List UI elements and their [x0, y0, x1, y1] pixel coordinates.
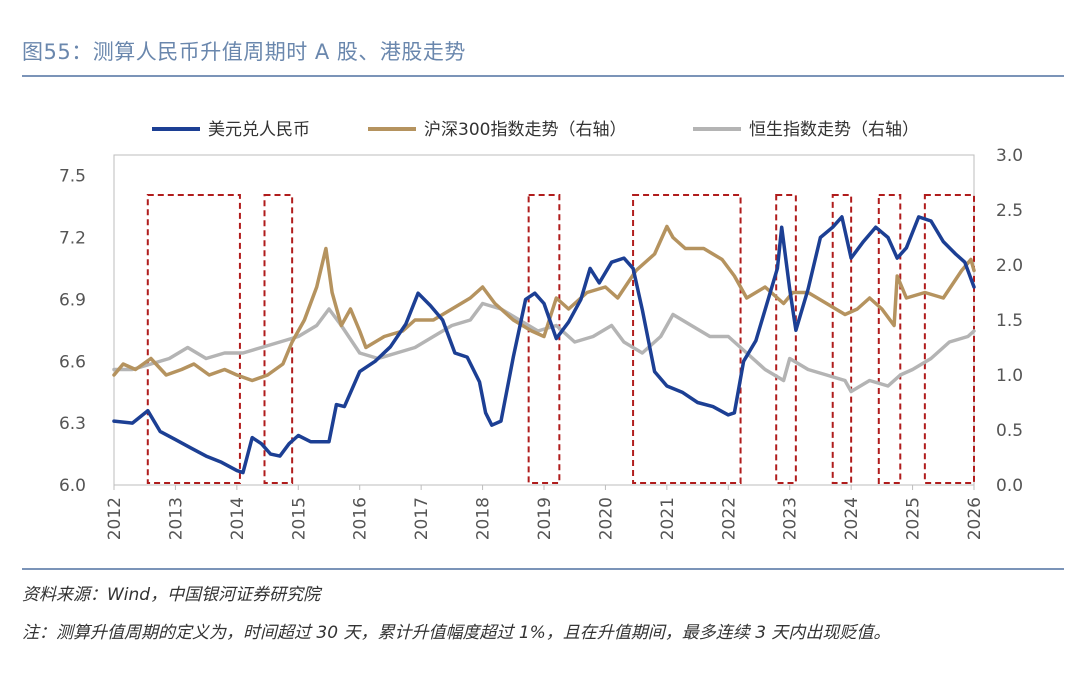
x-tick-label: 2012	[105, 497, 125, 540]
y-right-tick-label: 3.0	[996, 146, 1023, 166]
x-tick-label: 2021	[658, 497, 678, 540]
x-tick-label: 2023	[781, 497, 801, 540]
x-tick-label: 2025	[904, 497, 924, 540]
appreciation-period-box	[877, 194, 902, 484]
y-left-tick-label: 6.0	[59, 476, 86, 496]
y-left-tick-label: 7.5	[59, 167, 86, 187]
csi300-line	[112, 224, 976, 383]
note-text: 注：测算升值周期的定义为，时间超过 30 天，累计升值幅度超过 1%，且在升值期…	[22, 623, 891, 643]
y-left-tick-label: 6.3	[59, 414, 86, 434]
appreciation-period-box	[146, 194, 241, 484]
legend-usdcny-label: 美元兑人民币	[208, 120, 310, 140]
y-right-tick-label: 1.0	[996, 366, 1023, 386]
legend-csi300-label: 沪深300指数走势（右轴）	[424, 120, 626, 140]
legend-hsi-label: 恒生指数走势（右轴）	[749, 120, 919, 140]
y-left-tick-label: 7.2	[59, 229, 86, 249]
y-left-tick-label: 6.6	[59, 352, 86, 372]
appreciation-period-box	[923, 194, 975, 484]
bottom-divider	[22, 568, 1064, 570]
x-tick-label: 2017	[412, 497, 432, 540]
y-left-tick-label: 6.9	[59, 290, 86, 310]
x-tick-label: 2022	[719, 497, 739, 540]
plot-frame	[113, 154, 975, 486]
x-tick-label: 2019	[535, 497, 555, 540]
x-tick-label: 2014	[228, 497, 248, 540]
chart: 6.0 6.3 6.6 6.9 7.2 7.5 0.0 0.5 1.0 1.5 2.0 2.5 3.0 2…	[59, 120, 1023, 540]
x-tick-label: 2013	[166, 497, 186, 540]
x-tick-label: 2024	[842, 497, 862, 540]
x-tick-label: 2015	[289, 497, 309, 540]
appreciation-period-box	[632, 194, 742, 484]
y-right-tick-label: 2.5	[996, 201, 1023, 221]
chart-title: 图55：测算人民币升值周期时 A 股、港股走势	[22, 40, 466, 64]
top-divider	[22, 75, 1064, 77]
hsi-line	[112, 301, 976, 394]
y-right-tick-label: 0.0	[996, 476, 1023, 496]
appreciation-period-box	[831, 194, 853, 484]
source-text: 资料来源：Wind，中国银河证券研究院	[22, 585, 321, 605]
x-tick-label: 2020	[596, 497, 616, 540]
x-tick-label: 2018	[474, 497, 494, 540]
appreciation-period-box	[527, 194, 561, 484]
x-tick-label: 2026	[965, 497, 985, 540]
appreciation-period-box	[775, 194, 797, 484]
y-right-tick-label: 1.5	[996, 311, 1023, 331]
y-right-tick-label: 2.0	[996, 256, 1023, 276]
x-tick-label: 2016	[351, 497, 371, 540]
y-right-tick-label: 0.5	[996, 421, 1023, 441]
usdcny-line	[112, 215, 976, 475]
